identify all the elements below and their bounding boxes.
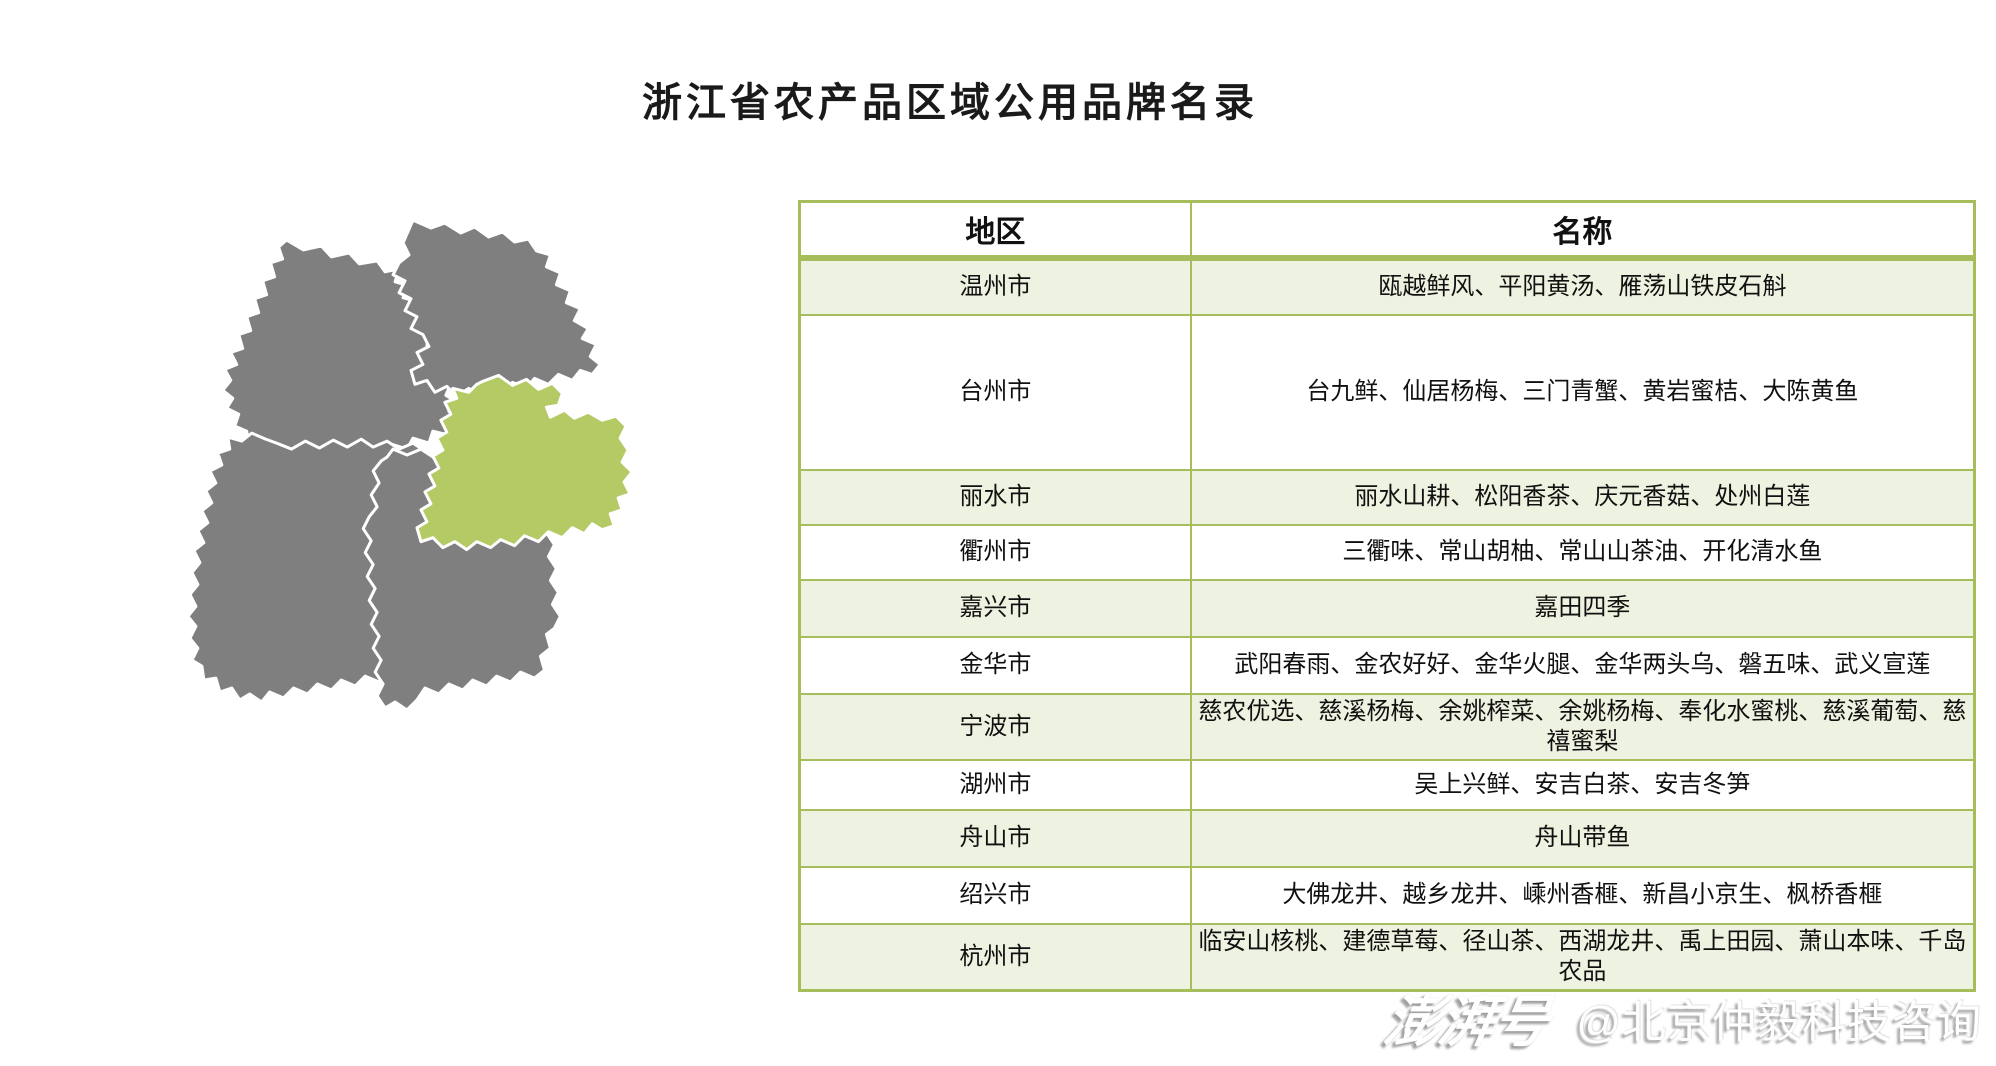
map-region-highlighted: [415, 373, 634, 552]
region-cell: 杭州市: [798, 922, 1192, 991]
brands-cell: 舟山带鱼: [1189, 808, 1976, 868]
brands-cell: 吴上兴鲜、安吉白茶、安吉冬笋: [1189, 758, 1976, 811]
watermark-account: @北京仲毅科技咨询: [1576, 997, 1982, 1047]
brands-cell: 丽水山耕、松阳香茶、庆元香菇、处州白莲: [1189, 468, 1976, 526]
region-cell: 金华市: [798, 635, 1192, 695]
region-cell: 宁波市: [798, 692, 1192, 761]
region-cell: 湖州市: [798, 758, 1192, 811]
column-header-region: 地区: [798, 200, 1192, 261]
table-row: 宁波市 慈农优选、慈溪杨梅、余姚榨菜、余姚杨梅、奉化水蜜桃、慈溪葡萄、慈禧蜜梨: [798, 692, 1976, 761]
brands-cell: 武阳春雨、金农好好、金华火腿、金华两头乌、磐五味、武义宣莲: [1189, 635, 1976, 695]
table-row: 温州市 瓯越鲜风、平阳黄汤、雁荡山铁皮石斛: [798, 256, 1976, 316]
pengpai-logo: 澎湃号: [1380, 990, 1554, 1053]
table-row: 金华市 武阳春雨、金农好好、金华火腿、金华两头乌、磐五味、武义宣莲: [798, 635, 1976, 695]
watermark: 澎湃号 @北京仲毅科技咨询: [1380, 977, 1982, 1058]
region-cell: 绍兴市: [798, 865, 1192, 925]
zhejiang-province-map: [186, 218, 634, 712]
brands-cell: 慈农优选、慈溪杨梅、余姚榨菜、余姚杨梅、奉化水蜜桃、慈溪葡萄、慈禧蜜梨: [1189, 692, 1976, 761]
brands-cell: 瓯越鲜风、平阳黄汤、雁荡山铁皮石斛: [1189, 256, 1976, 316]
table-header-row: 地区 名称: [798, 200, 1976, 261]
table-body: 温州市 瓯越鲜风、平阳黄汤、雁荡山铁皮石斛 台州市 台九鲜、仙居杨梅、三门青蟹、黄岩蜜…: [798, 256, 1976, 991]
brands-cell: 嘉田四季: [1189, 578, 1976, 638]
table-row: 绍兴市 大佛龙井、越乡龙井、嵊州香榧、新昌小京生、枫桥香榧: [798, 865, 1976, 925]
region-cell: 嘉兴市: [798, 578, 1192, 638]
region-cell: 丽水市: [798, 468, 1192, 526]
table-row: 杭州市 临安山核桃、建德草莓、径山茶、西湖龙井、禹上田园、萧山本味、千岛农品: [798, 922, 1976, 991]
map-region-northeast: [391, 218, 602, 398]
page-title: 浙江省农产品区域公用品牌名录: [642, 81, 1258, 125]
region-cell: 衢州市: [798, 523, 1192, 581]
table-row: 台州市 台九鲜、仙居杨梅、三门青蟹、黄岩蜜桔、大陈黄鱼: [798, 313, 1976, 471]
brands-cell: 临安山核桃、建德草莓、径山茶、西湖龙井、禹上田园、萧山本味、千岛农品: [1189, 922, 1976, 991]
table-row: 湖州市 吴上兴鲜、安吉白茶、安吉冬笋: [798, 758, 1976, 811]
region-cell: 温州市: [798, 256, 1192, 316]
table-row: 嘉兴市 嘉田四季: [798, 578, 1976, 638]
brands-cell: 三衢味、常山胡柚、常山山茶油、开化清水鱼: [1189, 523, 1976, 581]
table-row: 衢州市 三衢味、常山胡柚、常山山茶油、开化清水鱼: [798, 523, 1976, 581]
region-cell: 台州市: [798, 313, 1192, 471]
brands-cell: 台九鲜、仙居杨梅、三门青蟹、黄岩蜜桔、大陈黄鱼: [1189, 313, 1976, 471]
table-row: 丽水市 丽水山耕、松阳香茶、庆元香菇、处州白莲: [798, 468, 1976, 526]
column-header-name: 名称: [1189, 200, 1976, 261]
brands-cell: 大佛龙井、越乡龙井、嵊州香榧、新昌小京生、枫桥香榧: [1189, 865, 1976, 925]
table-row: 舟山市 舟山带鱼: [798, 808, 1976, 868]
region-cell: 舟山市: [798, 808, 1192, 868]
brand-table: 地区 名称 温州市 瓯越鲜风、平阳黄汤、雁荡山铁皮石斛 台州市 台九鲜、仙居杨梅、三门…: [798, 200, 1976, 992]
